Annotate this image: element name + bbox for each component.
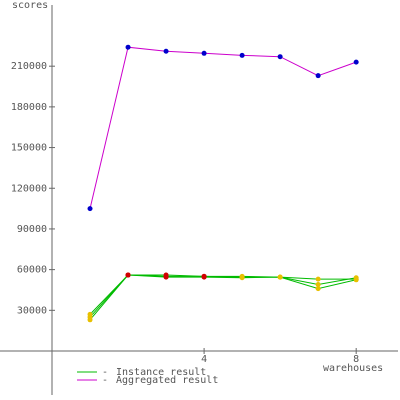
instance-point — [87, 317, 93, 323]
instance-line — [89, 274, 357, 315]
x-tick-label: 8 — [353, 354, 359, 365]
instance-line — [89, 274, 357, 321]
x-tick-label: 4 — [201, 354, 207, 365]
series-point — [353, 59, 359, 65]
series-line — [89, 46, 357, 209]
instance-point — [125, 272, 131, 278]
y-axis-label: scores — [12, 0, 48, 11]
legend-label: Aggregated result — [116, 375, 218, 386]
y-tick-label: 60000 — [17, 265, 47, 276]
series-point — [239, 52, 245, 58]
instance-point — [163, 274, 169, 280]
instance-point — [315, 282, 321, 288]
legend-dash: - — [102, 375, 108, 386]
series-point — [125, 44, 131, 50]
series-point — [277, 54, 283, 60]
y-tick-label: 90000 — [17, 224, 47, 235]
series-point — [87, 206, 93, 212]
instance-point — [277, 274, 283, 280]
instance-point — [315, 276, 321, 282]
instance-point — [353, 277, 359, 283]
y-tick-label: 180000 — [11, 102, 47, 113]
legend-dash: - — [102, 367, 108, 378]
y-tick-label: 30000 — [17, 305, 47, 316]
instance-line — [89, 274, 357, 318]
series-point — [315, 73, 321, 79]
y-tick-label: 150000 — [11, 143, 47, 154]
instance-point — [239, 275, 245, 281]
series-point — [163, 48, 169, 54]
y-tick-label: 210000 — [11, 61, 47, 72]
y-tick-label: 120000 — [11, 183, 47, 194]
series-point — [201, 50, 207, 56]
x-axis-label: warehouses — [323, 363, 383, 374]
instance-point — [315, 286, 321, 292]
legend-label: Instance result — [116, 367, 206, 378]
instance-point — [201, 274, 207, 280]
